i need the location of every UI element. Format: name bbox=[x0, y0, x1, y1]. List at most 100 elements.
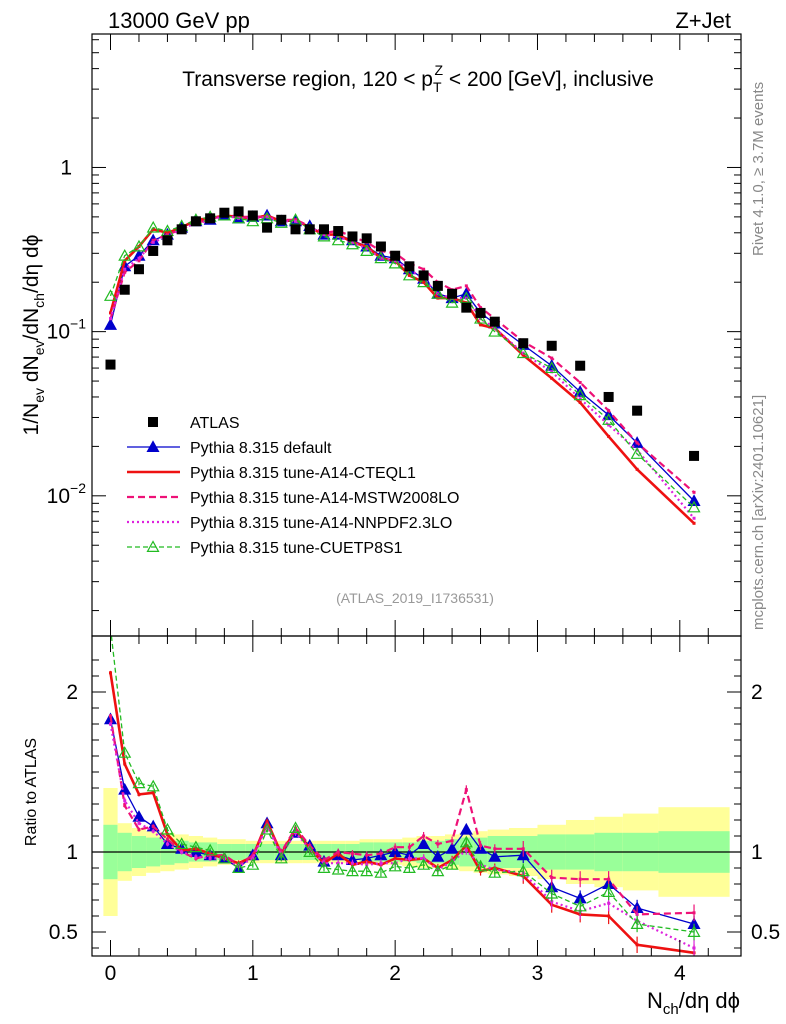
ratio-point-mstw bbox=[251, 853, 255, 857]
main-point-cuetp8s1 bbox=[445, 295, 459, 308]
xlabel-sub: ch bbox=[663, 1001, 679, 1018]
ratio-point-default bbox=[459, 822, 473, 835]
main-y-tick-mantissa: 10 bbox=[47, 321, 70, 344]
main-point-nnpdf bbox=[123, 267, 127, 271]
title-post: < 200 [GeV], inclusive bbox=[443, 68, 654, 91]
main-series-group bbox=[103, 206, 701, 525]
main-point-nnpdf bbox=[322, 233, 326, 237]
main-point-cuetp8s1 bbox=[402, 268, 416, 281]
main-point-atlas bbox=[689, 450, 700, 461]
main-y-tick-exponent: −1 bbox=[70, 316, 86, 332]
main-point-cteql1 bbox=[607, 434, 611, 438]
legend-label-cteql1: Pythia 8.315 tune-A14-CTEQL1 bbox=[190, 465, 416, 482]
main-point-cuetp8s1 bbox=[474, 311, 488, 324]
mcplots-source-label: mcplots.cern.ch [arXiv:2401.10621] bbox=[750, 395, 767, 630]
ratio-point-mstw bbox=[550, 876, 554, 880]
ratio-point-cuetp8s1 bbox=[431, 864, 445, 877]
main-point-atlas bbox=[375, 241, 386, 252]
main-point-nnpdf bbox=[294, 219, 298, 223]
ratio-point-mstw bbox=[350, 852, 354, 856]
ratio-point-mstw bbox=[151, 824, 155, 828]
main-point-atlas bbox=[390, 250, 401, 261]
ratio-point-cuetp8s1 bbox=[132, 776, 146, 789]
main-point-nnpdf bbox=[607, 423, 611, 427]
main-point-cuetp8s1 bbox=[232, 211, 246, 224]
main-y-tick-mantissa: 10 bbox=[47, 485, 70, 508]
main-point-cuetp8s1 bbox=[345, 237, 359, 250]
main-point-cuetp8s1 bbox=[545, 361, 559, 374]
main-point-mstw bbox=[294, 218, 298, 222]
main-point-cuetp8s1 bbox=[602, 413, 616, 425]
main-point-cuetp8s1 bbox=[317, 229, 331, 242]
main-point-cteql1 bbox=[692, 521, 696, 525]
main-point-atlas bbox=[575, 360, 586, 371]
main-point-default bbox=[687, 494, 701, 506]
main-point-atlas bbox=[304, 224, 315, 235]
main-point-nnpdf bbox=[336, 234, 340, 238]
ratio-line-nnpdf bbox=[109, 723, 695, 949]
ratio-content-group bbox=[92, 636, 741, 956]
ratio-point-cuetp8s1 bbox=[459, 835, 473, 848]
ratio-point-cuetp8s1 bbox=[274, 851, 288, 864]
main-point-atlas bbox=[347, 231, 358, 242]
main-point-cuetp8s1 bbox=[103, 289, 118, 301]
ratio-point-cuetp8s1 bbox=[360, 864, 374, 877]
main-point-cuetp8s1 bbox=[118, 248, 132, 261]
main-plot-title: Transverse region, 120 < pTZ < 200 [GeV]… bbox=[182, 62, 654, 95]
main-point-atlas bbox=[205, 213, 216, 224]
ratio-y-axis-label: Ratio to ATLAS bbox=[23, 738, 40, 846]
x-tick-label: 4 bbox=[674, 962, 686, 985]
xlabel-pre: N bbox=[647, 988, 663, 1013]
main-point-atlas bbox=[603, 391, 614, 402]
main-point-atlas bbox=[190, 216, 201, 227]
ratio-point-nnpdf bbox=[137, 821, 141, 825]
legend-marker-atlas bbox=[148, 417, 158, 427]
ratio-point-cuetp8s1 bbox=[146, 779, 160, 792]
ratio-point-cuetp8s1 bbox=[417, 858, 431, 870]
main-point-cteql1 bbox=[151, 227, 155, 231]
ratio-point-mstw bbox=[692, 911, 696, 915]
ratio-point-mstw bbox=[165, 837, 169, 841]
ratio-point-cuetp8s1 bbox=[402, 861, 416, 874]
main-plot: 110−110−2 bbox=[47, 33, 742, 637]
ratio-point-cuetp8s1 bbox=[175, 837, 189, 850]
ratio-point-cuetp8s1 bbox=[289, 821, 303, 834]
ratio-point-nnpdf bbox=[407, 856, 411, 860]
ratio-point-cteql1 bbox=[635, 943, 639, 947]
ratio-y-tick-label-left: 2 bbox=[66, 681, 78, 704]
ratio-point-nnpdf bbox=[379, 861, 383, 865]
ratio-point-cuetp8s1 bbox=[189, 840, 203, 853]
ratio-point-nnpdf bbox=[350, 861, 354, 865]
ratio-point-mstw bbox=[336, 850, 340, 854]
main-point-mstw bbox=[692, 490, 696, 494]
ratio-point-cuetp8s1 bbox=[303, 845, 317, 858]
ratio-point-cuetp8s1 bbox=[260, 822, 274, 835]
main-point-cteql1 bbox=[407, 273, 411, 277]
main-point-atlas bbox=[262, 222, 273, 233]
ratio-point-nnpdf bbox=[208, 856, 212, 860]
ratio-point-cuetp8s1 bbox=[516, 864, 530, 877]
main-point-atlas bbox=[176, 224, 187, 235]
ratio-point-mstw bbox=[607, 877, 611, 881]
ratio-point-nnpdf bbox=[165, 842, 169, 846]
main-point-nnpdf bbox=[578, 397, 582, 401]
main-point-atlas bbox=[632, 405, 643, 416]
main-point-atlas bbox=[105, 359, 116, 370]
legend-marker-default bbox=[146, 440, 160, 452]
main-point-cuetp8s1 bbox=[146, 220, 160, 233]
main-point-nnpdf bbox=[550, 370, 554, 374]
ratio-plot: 0.5 0.5 1 1 2 2 0 1 2 3 4 bbox=[49, 635, 780, 985]
main-point-cuetp8s1 bbox=[388, 256, 402, 269]
main-point-cteql1 bbox=[109, 311, 113, 315]
main-point-atlas bbox=[333, 226, 344, 237]
ratio-point-cuetp8s1 bbox=[345, 864, 359, 877]
ratio-point-cuetp8s1 bbox=[445, 858, 459, 870]
ratio-point-mstw bbox=[407, 845, 411, 849]
ratio-point-cuetp8s1 bbox=[545, 886, 559, 899]
ratio-point-mstw bbox=[137, 828, 141, 832]
x-axis-label: Nch/dη dϕ bbox=[647, 988, 740, 1018]
ratio-point-cteql1 bbox=[151, 791, 155, 795]
main-point-cteql1 bbox=[479, 323, 483, 327]
ratio-point-mstw bbox=[436, 842, 440, 846]
ratio-point-cteql1 bbox=[123, 762, 127, 766]
